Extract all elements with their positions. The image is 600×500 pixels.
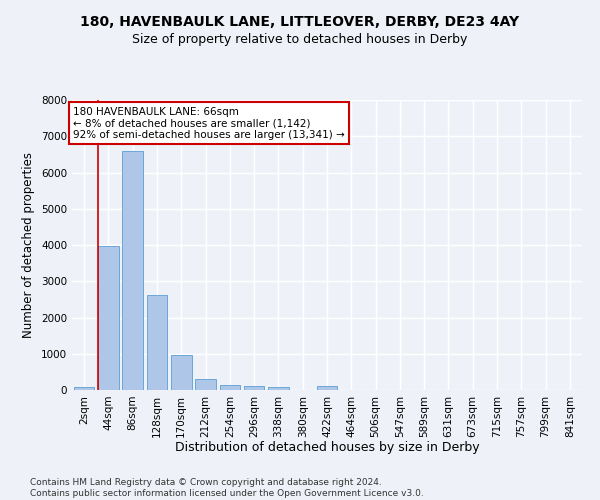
Text: Size of property relative to detached houses in Derby: Size of property relative to detached ho…	[133, 32, 467, 46]
Bar	[171, 355, 191, 390]
Bar	[317, 386, 337, 390]
X-axis label: Distribution of detached houses by size in Derby: Distribution of detached houses by size …	[175, 441, 479, 454]
Bar	[74, 388, 94, 390]
Bar	[98, 246, 119, 390]
Bar	[122, 152, 143, 390]
Bar	[146, 295, 167, 390]
Bar	[268, 388, 289, 390]
Y-axis label: Number of detached properties: Number of detached properties	[22, 152, 35, 338]
Bar	[195, 379, 216, 390]
Text: 180, HAVENBAULK LANE, LITTLEOVER, DERBY, DE23 4AY: 180, HAVENBAULK LANE, LITTLEOVER, DERBY,…	[80, 15, 520, 29]
Text: Contains HM Land Registry data © Crown copyright and database right 2024.
Contai: Contains HM Land Registry data © Crown c…	[30, 478, 424, 498]
Bar	[220, 386, 240, 390]
Bar	[244, 386, 265, 390]
Text: 180 HAVENBAULK LANE: 66sqm
← 8% of detached houses are smaller (1,142)
92% of se: 180 HAVENBAULK LANE: 66sqm ← 8% of detac…	[73, 106, 345, 140]
